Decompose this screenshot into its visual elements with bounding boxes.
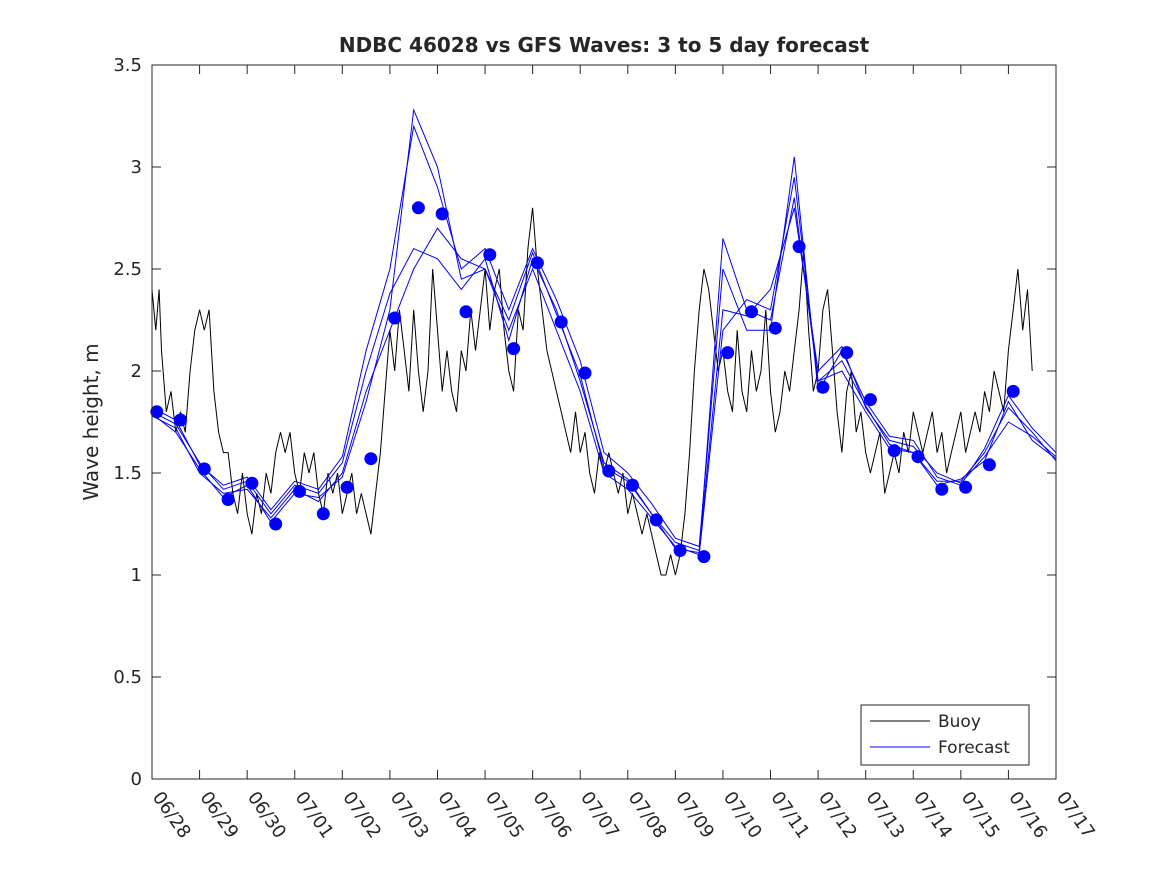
forecast-point xyxy=(150,405,164,419)
y-tick-label: 1 xyxy=(131,565,142,586)
y-axis-label: Wave height, m xyxy=(79,343,103,500)
forecast-point xyxy=(197,462,211,476)
legend: Buoy Forecast xyxy=(860,704,1030,766)
forecast-point xyxy=(507,342,521,356)
plot-area xyxy=(152,65,1056,779)
forecast-point xyxy=(340,480,354,494)
forecast-point xyxy=(554,315,568,329)
y-tick-label: 3 xyxy=(131,157,142,178)
chart-title: NDBC 46028 vs GFS Waves: 3 to 5 day fore… xyxy=(339,33,870,57)
buoy-series-line xyxy=(151,207,1033,576)
forecast-point xyxy=(483,248,497,262)
forecast-point xyxy=(459,305,473,319)
forecast-point xyxy=(982,458,996,472)
forecast-point xyxy=(721,346,735,360)
forecast-point xyxy=(578,366,592,380)
legend-box xyxy=(860,704,1030,766)
forecast-point xyxy=(863,393,877,407)
forecast-point xyxy=(792,240,806,254)
forecast-point xyxy=(245,476,259,490)
forecast-point xyxy=(626,478,639,492)
forecast-point xyxy=(221,493,235,506)
forecast-point xyxy=(673,544,687,557)
forecast-point xyxy=(269,517,283,531)
series-layer xyxy=(150,107,1057,576)
forecast-point xyxy=(388,311,402,325)
forecast-point xyxy=(887,444,901,458)
forecast-point xyxy=(530,256,544,270)
forecast-run-line-3 xyxy=(151,124,1057,548)
forecast-point xyxy=(959,480,973,494)
forecast-point xyxy=(840,346,854,360)
plot-frame xyxy=(151,64,1057,780)
forecast-point xyxy=(649,513,663,527)
forecast-point xyxy=(602,464,616,478)
y-tick-label: 0 xyxy=(131,769,142,790)
y-tick-label: 2 xyxy=(131,361,142,382)
y-tick-label: 1.5 xyxy=(113,463,142,484)
forecast-point xyxy=(364,452,378,466)
forecast-point xyxy=(816,380,830,394)
y-tick-label: 2.5 xyxy=(113,259,142,280)
forecast-point xyxy=(768,321,782,335)
forecast-point xyxy=(435,207,449,221)
forecast-point xyxy=(174,413,187,427)
forecast-point xyxy=(697,550,711,564)
legend-forecast-label: Forecast xyxy=(938,738,1010,758)
forecast-point xyxy=(316,507,330,521)
legend-buoy-label: Buoy xyxy=(938,712,981,732)
forecast-point xyxy=(935,482,949,496)
y-tick-label: 3.5 xyxy=(113,55,142,76)
forecast-point xyxy=(1006,384,1020,398)
forecast-point xyxy=(911,450,925,464)
y-tick-label: 0.5 xyxy=(113,667,142,688)
forecast-point xyxy=(293,484,306,498)
forecast-point xyxy=(745,305,758,319)
forecast-point xyxy=(411,201,425,215)
